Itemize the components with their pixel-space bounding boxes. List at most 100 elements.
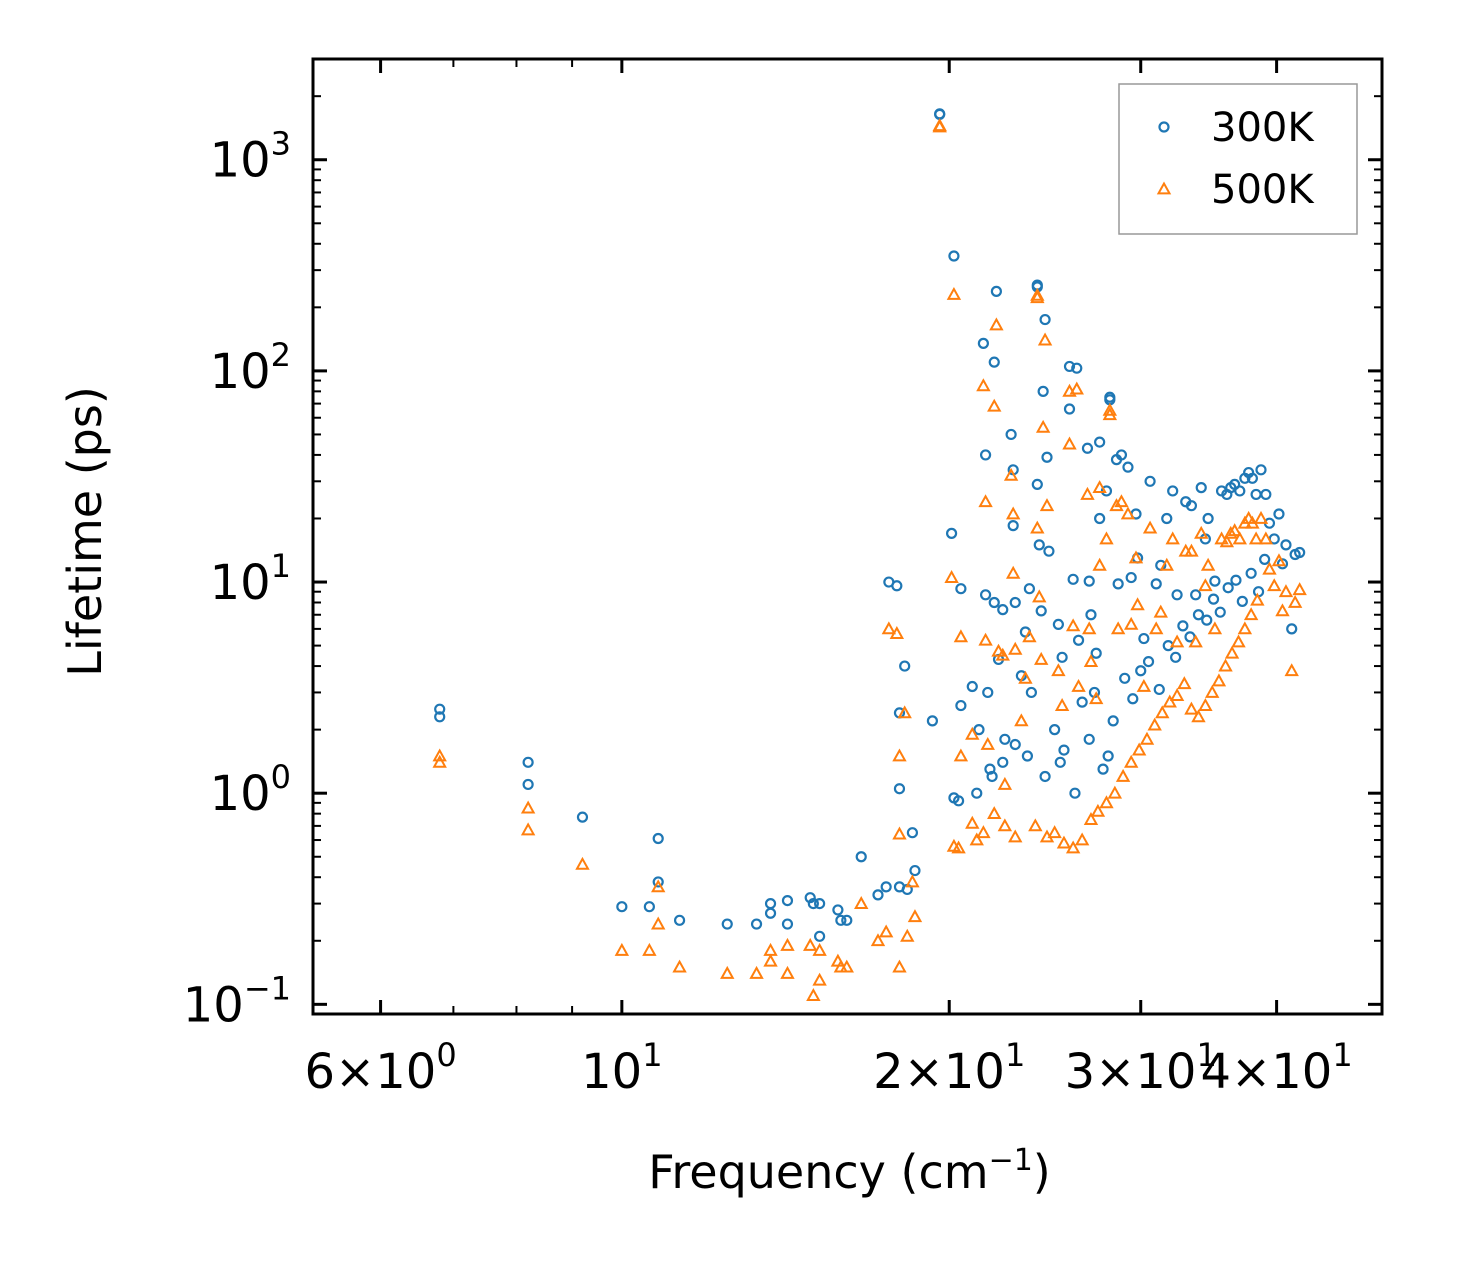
data-point-300K	[982, 686, 994, 699]
data-point-300K	[926, 715, 939, 727]
data-point-500K	[997, 818, 1013, 832]
data-point-300K	[1007, 520, 1019, 532]
data-point-300K	[434, 711, 446, 723]
y-tick-label: 103	[210, 125, 291, 189]
data-point-300K	[899, 660, 911, 672]
data-point-500K	[1099, 531, 1114, 545]
data-point-500K	[1030, 290, 1045, 304]
data-point-500K	[1082, 621, 1097, 635]
data-point-300K	[872, 889, 884, 901]
data-point-500K	[812, 942, 827, 956]
data-point-500K	[1169, 634, 1185, 648]
data-point-500K	[520, 822, 536, 836]
data-point-500K	[1109, 498, 1124, 512]
data-point-300K	[988, 596, 1000, 609]
data-point-500K	[1218, 658, 1233, 672]
legend-marker	[1156, 181, 1172, 195]
data-point-300K	[1195, 482, 1207, 494]
data-point-500K	[1107, 785, 1123, 799]
data-point-500K	[1267, 578, 1282, 592]
data-point-300K	[984, 763, 996, 775]
data-point-500K	[1115, 768, 1131, 782]
data-point-500K	[978, 494, 993, 508]
data-point-500K	[881, 621, 897, 635]
data-point-500K	[900, 928, 915, 942]
data-point-500K	[642, 942, 657, 956]
data-point-500K	[1018, 670, 1033, 684]
data-point-500K	[1008, 829, 1023, 843]
data-point-300K	[1021, 750, 1034, 762]
data-point-300K	[1076, 696, 1088, 708]
data-point-300K	[1094, 512, 1106, 525]
data-point-500K	[1188, 634, 1203, 648]
data-points	[432, 108, 1307, 1001]
data-point-300K	[1049, 724, 1061, 736]
data-point-300K	[1037, 385, 1049, 397]
data-point-500K	[953, 629, 969, 643]
data-point-300K	[652, 876, 664, 888]
data-point-500K	[1136, 678, 1152, 692]
data-point-500K	[1250, 592, 1265, 606]
x-axis-label: Frequency (cm−1)	[648, 1143, 1051, 1199]
data-point-300K	[909, 864, 921, 877]
data-point-300K	[1138, 632, 1150, 645]
legend-marker	[1158, 121, 1170, 133]
data-point-300K	[966, 680, 978, 693]
data-point-300K	[1171, 589, 1183, 601]
data-point-300K	[1142, 655, 1155, 668]
y-tick-label: 10−1	[183, 969, 291, 1033]
data-point-300K	[1246, 472, 1258, 484]
data-point-300K	[1063, 403, 1076, 415]
data-point-300K	[1083, 575, 1095, 587]
data-point-300K	[997, 756, 1009, 768]
data-point-300K	[764, 907, 777, 919]
data-point-500K	[1039, 498, 1055, 512]
data-point-300K	[781, 918, 794, 930]
data-point-300K	[971, 787, 983, 799]
data-point-300K	[1259, 553, 1271, 566]
data-point-300K	[807, 897, 819, 910]
data-point-300K	[1150, 578, 1162, 590]
data-point-500K	[1092, 557, 1107, 571]
data-point-500K	[1184, 701, 1199, 715]
data-point-300K	[979, 449, 992, 461]
y-tick-label: 101	[210, 547, 291, 611]
data-point-500K	[1258, 531, 1274, 545]
data-point-500K	[976, 825, 991, 839]
data-point-500K	[812, 972, 827, 986]
data-point-500K	[1056, 835, 1072, 849]
data-point-300K	[673, 914, 686, 926]
data-point-500K	[1054, 698, 1070, 711]
data-point-300K	[1250, 488, 1262, 501]
series-500K	[432, 118, 1307, 1001]
data-point-300K	[1294, 546, 1306, 559]
data-point-500K	[1088, 691, 1104, 705]
data-point-500K	[1062, 436, 1077, 450]
data-point-500K	[1149, 621, 1164, 635]
data-point-500K	[1139, 731, 1155, 745]
data-point-300K	[1144, 475, 1156, 487]
data-point-500K	[651, 916, 666, 930]
data-point-300K	[522, 756, 534, 768]
data-point-500K	[720, 965, 735, 979]
data-point-500K	[1069, 381, 1084, 395]
data-point-500K	[951, 840, 966, 854]
data-point-500K	[1083, 654, 1099, 667]
data-point-300K	[1009, 596, 1021, 609]
data-point-300K	[1286, 623, 1298, 635]
data-point-500K	[1271, 553, 1287, 567]
x-tick-label: 6×100	[304, 1036, 456, 1100]
data-point-500K	[1275, 603, 1290, 617]
data-point-300K	[1190, 589, 1202, 601]
data-point-500K	[1177, 676, 1192, 690]
data-point-500K	[806, 988, 821, 1001]
data-point-500K	[965, 815, 980, 829]
data-point-300K	[1112, 578, 1124, 590]
data-point-300K	[1161, 512, 1173, 525]
data-point-500K	[987, 806, 1002, 820]
legend-marker-300K	[1158, 121, 1170, 133]
data-point-300K	[1185, 500, 1198, 512]
data-point-500K	[1131, 742, 1147, 756]
data-point-500K	[749, 965, 764, 979]
